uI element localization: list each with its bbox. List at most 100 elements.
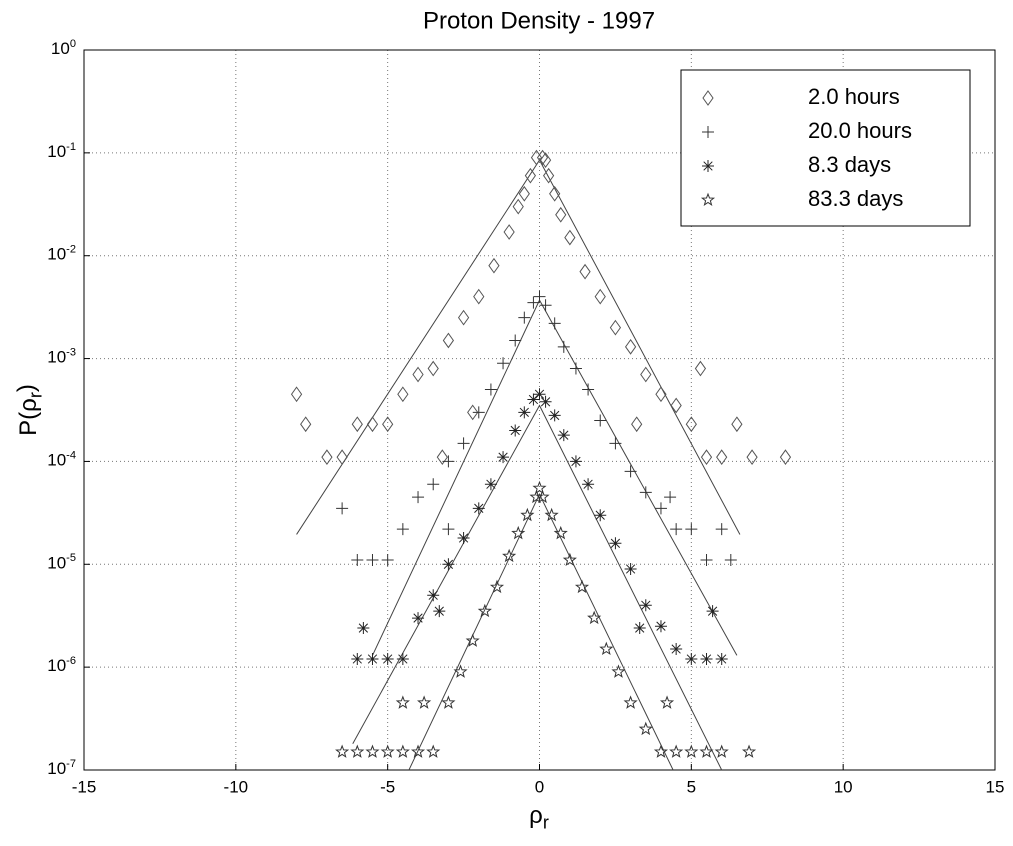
marker <box>633 622 646 635</box>
marker <box>442 523 455 536</box>
marker <box>351 416 363 433</box>
marker <box>524 167 537 184</box>
marker <box>380 744 395 758</box>
marker <box>427 478 440 491</box>
marker <box>779 449 792 466</box>
marker <box>684 744 699 758</box>
marker <box>599 641 614 656</box>
marker <box>694 360 707 377</box>
marker <box>594 414 607 427</box>
marker <box>321 449 333 466</box>
y-tick-label: 100​ <box>51 38 76 59</box>
marker <box>503 224 515 240</box>
marker <box>685 416 697 433</box>
marker <box>395 744 410 758</box>
marker <box>731 416 743 433</box>
x-tick-label: -15 <box>72 777 97 796</box>
marker <box>351 652 364 665</box>
marker <box>417 695 432 709</box>
y-axis-label: P(ρr​) <box>13 384 45 436</box>
marker <box>290 386 303 403</box>
y-tick-label: 10-4​ <box>47 449 76 470</box>
fit-line <box>408 493 674 771</box>
fit-line <box>352 404 723 771</box>
marker <box>350 744 365 758</box>
marker <box>357 622 370 635</box>
marker <box>533 388 546 401</box>
legend-label: 2.0 hours <box>808 84 900 109</box>
marker <box>412 612 425 625</box>
marker <box>715 652 728 665</box>
legend-label: 83.3 days <box>808 186 903 211</box>
marker <box>366 416 379 433</box>
marker <box>512 198 524 215</box>
marker <box>520 507 535 522</box>
marker <box>381 554 394 567</box>
marker <box>457 532 470 545</box>
marker <box>639 599 652 612</box>
marker <box>564 229 576 246</box>
marker <box>457 309 470 326</box>
marker <box>715 523 728 536</box>
marker <box>594 288 606 305</box>
marker <box>465 633 480 647</box>
legend-label: 8.3 days <box>808 152 891 177</box>
marker <box>548 409 561 422</box>
x-axis-label: ρr​ <box>529 802 549 832</box>
marker <box>624 338 637 355</box>
marker <box>412 491 425 504</box>
marker <box>533 290 546 303</box>
legend-marker <box>702 126 714 138</box>
marker <box>412 366 424 383</box>
marker <box>441 695 456 709</box>
marker <box>700 554 713 567</box>
marker <box>659 695 675 709</box>
marker <box>631 416 643 433</box>
x-tick-label: -10 <box>224 777 249 796</box>
marker <box>557 429 570 442</box>
marker <box>532 480 547 495</box>
marker <box>336 502 349 515</box>
marker <box>396 652 409 665</box>
marker <box>539 299 552 312</box>
marker <box>395 695 410 709</box>
marker <box>365 744 380 758</box>
marker <box>489 579 505 594</box>
x-tick-label: 5 <box>687 777 696 796</box>
marker <box>442 332 455 349</box>
marker <box>685 652 698 665</box>
marker <box>442 558 455 571</box>
marker <box>724 554 737 567</box>
marker <box>518 185 530 202</box>
marker <box>549 185 561 202</box>
marker <box>427 589 440 602</box>
marker <box>699 744 714 758</box>
x-tick-label: -5 <box>380 777 395 796</box>
marker <box>582 478 595 491</box>
marker <box>484 383 497 396</box>
marker <box>574 579 590 594</box>
marker <box>536 149 549 166</box>
y-tick-label: 10-1​ <box>47 141 76 162</box>
legend-marker <box>702 90 714 106</box>
legend-marker <box>700 192 716 207</box>
marker <box>527 393 540 406</box>
legend-label: 20.0 hours <box>808 118 912 143</box>
marker <box>555 206 567 223</box>
marker <box>609 537 622 550</box>
marker <box>366 554 379 567</box>
x-tick-label: 10 <box>834 777 853 796</box>
marker <box>669 744 684 758</box>
legend-box <box>680 69 971 227</box>
marker <box>685 523 698 536</box>
marker <box>436 449 448 466</box>
marker <box>381 652 394 665</box>
marker <box>396 523 409 536</box>
marker <box>336 449 348 466</box>
marker <box>542 167 555 184</box>
marker <box>700 652 713 665</box>
marker <box>472 406 485 419</box>
marker <box>670 397 682 414</box>
